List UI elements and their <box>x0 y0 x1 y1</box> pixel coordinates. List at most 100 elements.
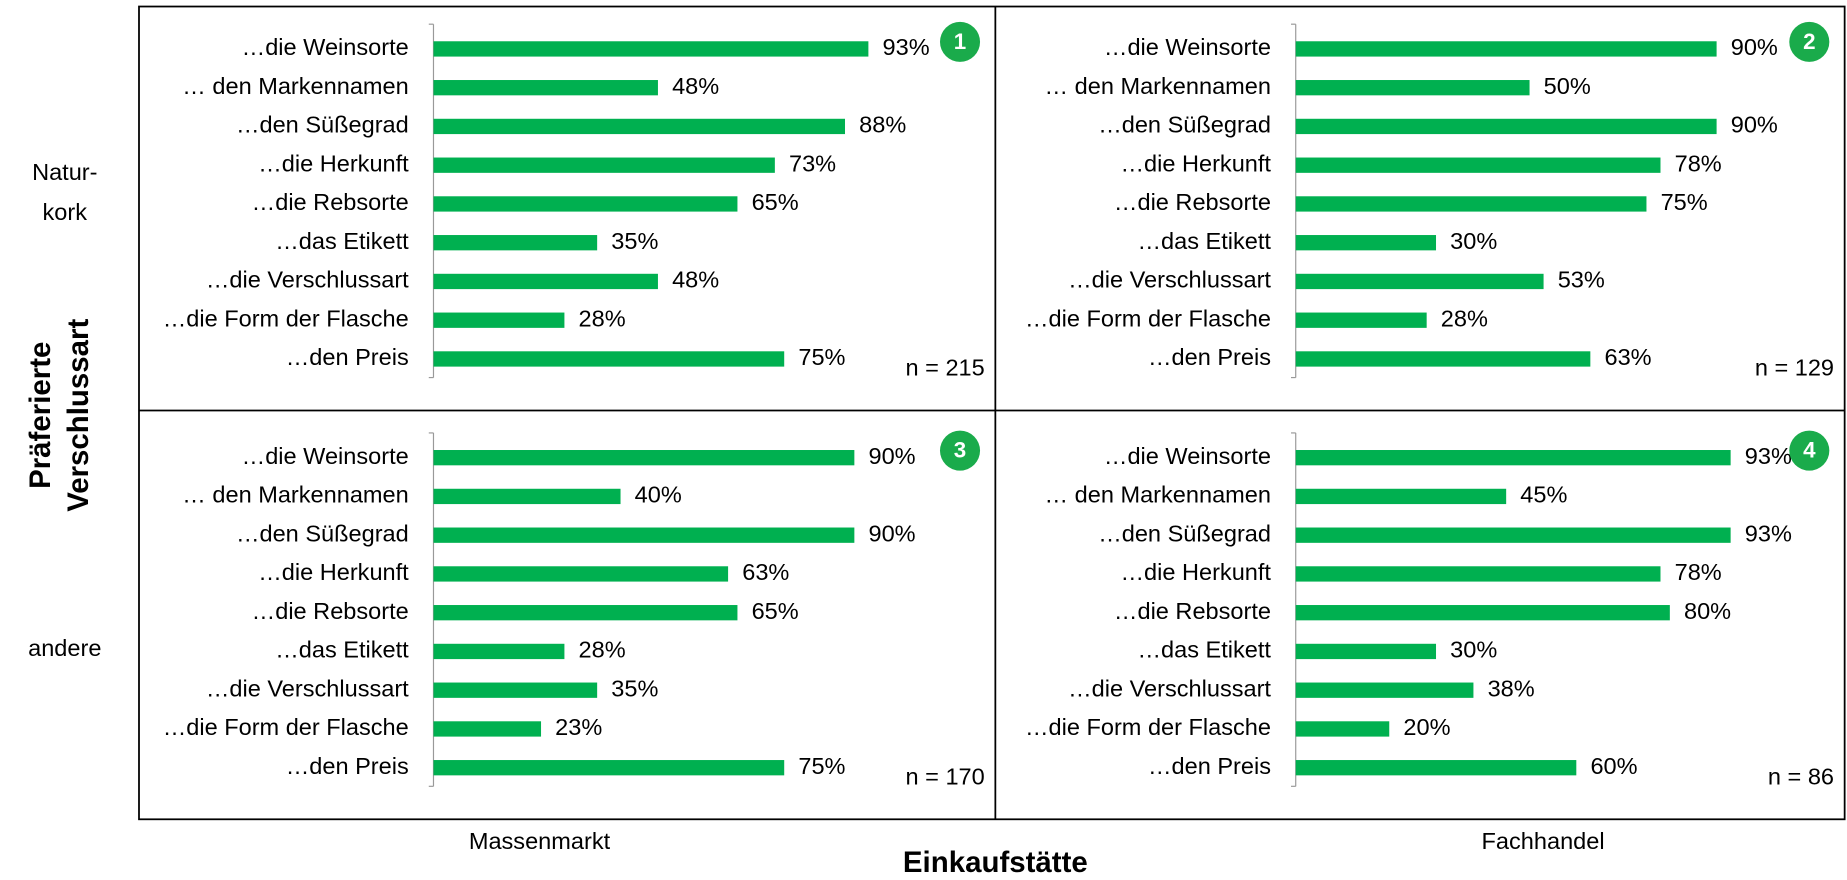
category-label: …die Herkunft <box>1120 150 1271 176</box>
value-label: 75% <box>1661 189 1708 215</box>
value-label: 35% <box>611 675 658 701</box>
x-axis-title: Einkaufstätte <box>903 846 1088 879</box>
sample-size: n = 86 <box>1768 763 1834 789</box>
category-label: …die Verschlussart <box>1068 267 1271 293</box>
category-label: … den Markennamen <box>1045 482 1271 508</box>
row-label: kork <box>43 199 88 225</box>
category-label: …die Rebsorte <box>252 598 409 624</box>
bar <box>1295 682 1474 698</box>
bar <box>433 41 869 57</box>
category-label: …die Weinsorte <box>242 34 409 60</box>
badge <box>939 21 981 62</box>
sample-size: n = 215 <box>906 355 985 381</box>
category-label: …die Herkunft <box>258 150 409 176</box>
value-label: 65% <box>752 598 799 624</box>
category-label: …das Etikett <box>275 228 409 254</box>
badge-label: 3 <box>954 438 966 463</box>
category-label: …die Verschlussart <box>206 267 409 293</box>
value-label: 28% <box>579 637 626 663</box>
value-label: 63% <box>742 559 789 585</box>
badge <box>939 430 981 471</box>
category-label: …die Weinsorte <box>1104 443 1271 469</box>
value-label: 20% <box>1403 714 1450 740</box>
y-axis-title: Präferierte <box>24 342 57 489</box>
category-label: …den Preis <box>1148 753 1271 779</box>
value-label: 75% <box>798 753 845 779</box>
bar <box>1295 566 1661 582</box>
bar <box>433 80 658 96</box>
sample-size: n = 170 <box>906 763 985 789</box>
column-label: Massenmarkt <box>469 828 611 854</box>
value-label: 48% <box>672 267 719 293</box>
value-label: 80% <box>1684 598 1731 624</box>
value-label: 65% <box>752 189 799 215</box>
bar <box>1295 235 1437 251</box>
category-label: …den Preis <box>1148 344 1271 370</box>
y-axis-title: Verschlussart <box>62 319 95 512</box>
bar <box>1295 721 1390 737</box>
value-label: 75% <box>798 344 845 370</box>
value-label: 60% <box>1590 753 1637 779</box>
bar <box>433 527 855 543</box>
category-label: … den Markennamen <box>182 73 408 99</box>
category-label: …die Herkunft <box>1120 559 1271 585</box>
bar <box>1295 643 1437 660</box>
category-label: …den Süßegrad <box>236 112 409 138</box>
value-label: 93% <box>1745 443 1792 469</box>
bar <box>433 605 738 621</box>
category-label: …die Form der Flasche <box>1025 305 1271 331</box>
category-label: …das Etikett <box>275 637 409 663</box>
value-label: 40% <box>635 482 682 508</box>
bar <box>1295 760 1577 776</box>
bar <box>1295 41 1717 57</box>
badge <box>1789 430 1830 471</box>
row-label: Natur- <box>32 159 97 185</box>
category-label: …die Rebsorte <box>1114 598 1271 624</box>
bar <box>1295 605 1670 621</box>
value-label: 90% <box>1731 112 1778 138</box>
value-label: 23% <box>555 714 602 740</box>
category-label: … den Markennamen <box>182 482 408 508</box>
category-label: …die Weinsorte <box>1104 34 1271 60</box>
category-label: …den Süßegrad <box>236 520 409 546</box>
bar <box>1295 157 1661 173</box>
bar <box>433 488 621 505</box>
category-label: …die Verschlussart <box>206 675 409 701</box>
value-label: 28% <box>579 305 626 331</box>
value-label: 63% <box>1604 344 1651 370</box>
value-label: 93% <box>883 34 930 60</box>
category-label: …die Form der Flasche <box>163 305 409 331</box>
value-label: 90% <box>868 443 915 469</box>
value-label: 50% <box>1544 73 1591 99</box>
column-label: Fachhandel <box>1482 828 1605 854</box>
bar <box>1295 527 1731 543</box>
category-label: …das Etikett <box>1137 637 1271 663</box>
category-label: …das Etikett <box>1137 228 1271 254</box>
badge-label: 4 <box>1803 438 1816 463</box>
value-label: 35% <box>611 228 658 254</box>
category-label: …die Form der Flasche <box>163 714 409 740</box>
badge-label: 2 <box>1803 29 1815 54</box>
category-label: …die Weinsorte <box>242 443 409 469</box>
value-label: 90% <box>868 520 915 546</box>
category-label: …den Süßegrad <box>1098 520 1271 546</box>
bar <box>433 643 565 660</box>
category-label: …die Rebsorte <box>252 189 409 215</box>
value-label: 30% <box>1450 637 1497 663</box>
bar <box>433 235 598 251</box>
bar <box>433 566 729 582</box>
bar <box>433 760 785 776</box>
bar <box>433 157 775 173</box>
bar <box>1295 273 1544 290</box>
bar <box>433 273 658 290</box>
category-label: …die Form der Flasche <box>1025 714 1271 740</box>
value-label: 48% <box>672 73 719 99</box>
value-label: 45% <box>1520 482 1567 508</box>
value-label: 28% <box>1441 305 1488 331</box>
category-label: …die Herkunft <box>258 559 409 585</box>
bar <box>433 450 855 466</box>
bar <box>1295 80 1530 96</box>
bar <box>1295 196 1647 212</box>
bar <box>433 312 565 328</box>
